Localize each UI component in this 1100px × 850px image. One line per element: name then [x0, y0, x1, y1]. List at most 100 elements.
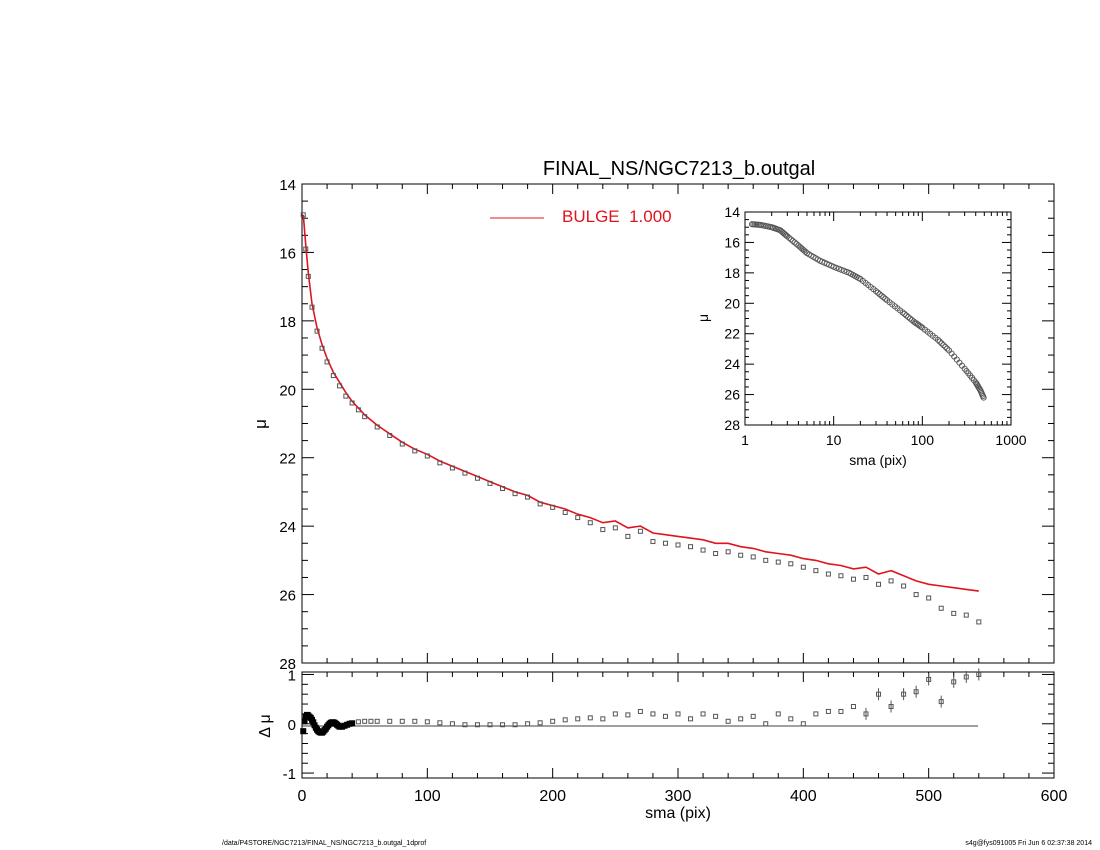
- data-point: [474, 475, 480, 481]
- residual-point: [813, 711, 819, 717]
- data-point: [487, 480, 493, 486]
- inset-y-ticks: [745, 211, 1011, 426]
- inset-data-point: [903, 312, 910, 319]
- residual-x-axis-label: sma (pix): [645, 805, 711, 822]
- inset-data-point: [940, 342, 947, 349]
- data-point: [412, 448, 418, 454]
- residual-point: [688, 716, 694, 722]
- main-y-tick-label: 16: [279, 245, 296, 262]
- residual-point: [412, 718, 418, 724]
- inset-y-tick-label: 18: [724, 265, 740, 281]
- residual-point: [300, 728, 307, 735]
- footer-timestamp: s4g@fys091005 Fri Jun 6 02:37:38 2014: [965, 840, 1092, 847]
- data-point: [713, 551, 719, 557]
- main-plot: 14 16 18 20 22 24 26 28 μ BULGE 1.000: [251, 177, 1055, 673]
- residual-x-tick-labels: 0 100 200 300 400 500 600: [298, 788, 1068, 805]
- data-point: [525, 494, 531, 500]
- residual-data-points: [300, 668, 982, 736]
- residual-point: [738, 716, 744, 722]
- inset-data-point: [901, 310, 908, 317]
- residual-x-tick-label: 100: [414, 788, 441, 805]
- data-point: [319, 345, 325, 351]
- data-point: [362, 414, 368, 420]
- residual-y-tick-label: -1: [283, 766, 296, 783]
- data-point: [825, 571, 831, 577]
- residual-x-tick-label: 0: [298, 788, 307, 805]
- residual-x-tick-label: 500: [915, 788, 942, 805]
- inset-y-tick-label: 20: [724, 295, 740, 311]
- residual-point: [355, 719, 361, 725]
- data-point: [976, 619, 982, 625]
- inset-y-tick-label: 16: [724, 234, 740, 250]
- inset-data-point: [899, 309, 906, 316]
- residual-point: [550, 718, 556, 724]
- data-point: [788, 561, 794, 567]
- residual-x-tick-label: 400: [790, 788, 817, 805]
- main-y-tick-label: 22: [279, 451, 296, 468]
- residual-point: [625, 712, 631, 718]
- main-y-tick-label: 20: [279, 382, 296, 399]
- inset-y-axis-label: μ: [695, 314, 711, 322]
- residual-point: [700, 711, 706, 717]
- residual-point: [362, 718, 368, 724]
- inset-data-point: [936, 338, 943, 345]
- inset-y-tick-label: 22: [724, 326, 740, 342]
- inset-data-point: [934, 336, 941, 343]
- residual-point: [838, 708, 844, 714]
- inset-data-point: [980, 394, 987, 401]
- residual-point: [650, 711, 656, 717]
- data-point: [763, 557, 769, 563]
- inset-y-tick-label: 24: [724, 356, 740, 372]
- residual-point: [662, 713, 668, 719]
- residual-point: [374, 718, 380, 724]
- residual-point: [750, 713, 756, 719]
- inset-data-point: [942, 343, 949, 350]
- inset-x-tick-label: 1: [741, 432, 749, 448]
- residual-point: [713, 713, 719, 719]
- data-point: [309, 304, 315, 310]
- residual-point: [637, 708, 643, 714]
- residual-point: [825, 708, 831, 714]
- inset-data-point: [917, 323, 924, 330]
- series-line-bulge: [302, 214, 979, 592]
- data-point: [305, 273, 311, 279]
- inset-data-point: [882, 295, 889, 302]
- footer-file-path: /data/P4STORE/NGC7213/FINAL_NS/NGC7213_b…: [222, 840, 427, 847]
- residual-point: [474, 722, 480, 728]
- main-y-tick-label: 28: [279, 656, 296, 673]
- data-point: [813, 568, 819, 574]
- residual-point: [437, 720, 443, 726]
- inset-data-point: [786, 234, 793, 241]
- data-point: [913, 592, 919, 598]
- data-point: [387, 432, 393, 438]
- residual-point: [562, 717, 568, 723]
- data-point: [300, 212, 306, 218]
- residual-point: [775, 711, 781, 717]
- inset-x-axis-label: sma (pix): [849, 452, 907, 468]
- data-point: [537, 501, 543, 507]
- data-point: [612, 525, 618, 531]
- inset-data-point: [784, 233, 791, 240]
- residual-point: [500, 722, 506, 728]
- data-point: [337, 383, 343, 389]
- data-point: [399, 441, 405, 447]
- data-point: [863, 574, 869, 580]
- data-point: [600, 527, 606, 533]
- data-point: [314, 328, 320, 334]
- data-point: [850, 576, 856, 582]
- inset-data-point: [880, 294, 887, 301]
- main-y-tick-label: 18: [279, 314, 296, 331]
- legend: BULGE 1.000: [490, 207, 672, 226]
- inset-y-tick-label: 28: [724, 417, 740, 433]
- data-point: [675, 542, 681, 548]
- inset-data-point: [905, 313, 912, 321]
- residual-point: [512, 722, 518, 728]
- residual-plot-frame: [301, 671, 1055, 779]
- data-point: [838, 573, 844, 579]
- data-point: [324, 359, 330, 365]
- residual-y-tick-labels: 1 0 -1: [283, 667, 296, 783]
- data-point: [775, 559, 781, 565]
- main-y-tick-label: 26: [279, 588, 296, 605]
- inset-plot: 1 10 100 1000 14 16 18 20 22 24 26 28 sma (pix) μ: [695, 204, 1027, 468]
- data-point: [926, 595, 932, 601]
